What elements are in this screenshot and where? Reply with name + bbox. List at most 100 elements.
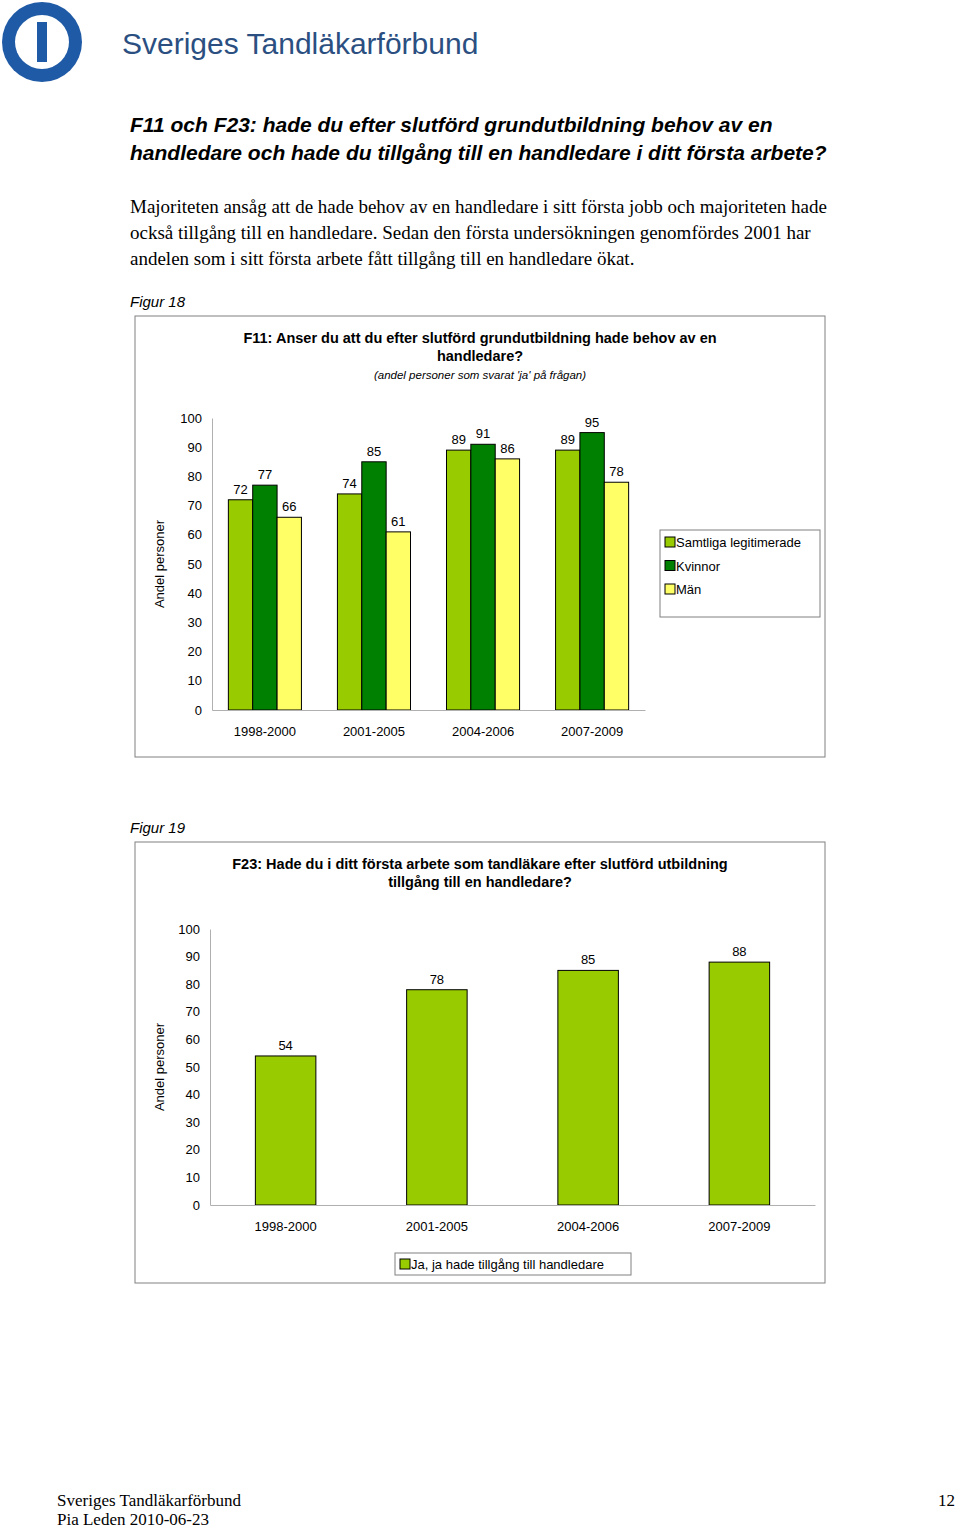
y-tick-label: 50: [186, 1060, 200, 1075]
y-tick: 100: [178, 922, 210, 937]
x-tick: 1998-2000: [234, 710, 296, 739]
x-tick: 2004-2006: [557, 1205, 619, 1234]
logo-inner: [15, 15, 69, 69]
footer-author: Pia Leden 2010-06-23: [57, 1510, 209, 1527]
y-axis: 0 10 20 30 40 50 60 70 80 90 100: [180, 411, 212, 718]
legend-label: Kvinnor: [676, 559, 721, 574]
logo-mark: [37, 22, 47, 62]
data-labels: 54788588: [278, 944, 746, 1053]
y-tick-label: 80: [188, 469, 202, 484]
y-tick-label: 0: [195, 703, 202, 718]
bar: [580, 433, 604, 710]
bar: [407, 990, 468, 1205]
legend-swatch: [665, 584, 675, 594]
data-label: 54: [278, 1038, 292, 1053]
y-tick-label: 90: [188, 440, 202, 455]
paragraph: också tillgång till en handledare. Sedan…: [130, 222, 811, 243]
x-tick: 2001-2005: [406, 1205, 468, 1234]
data-label: 77: [258, 467, 272, 482]
x-axis: 1998-2000 2001-2005 2004-2006 2007-2009: [213, 710, 646, 739]
y-tick-label: 30: [188, 615, 202, 630]
bar: [556, 450, 580, 710]
x-tick-label: 2001-2005: [406, 1219, 468, 1234]
bar: [386, 532, 410, 710]
x-tick: 2007-2009: [561, 710, 623, 739]
bars: [228, 433, 628, 710]
page-number: 12: [938, 1491, 955, 1510]
y-tick-label: 40: [186, 1087, 200, 1102]
y-tick: 80: [186, 977, 210, 992]
y-tick-label: 80: [186, 977, 200, 992]
legend-swatch: [400, 1259, 410, 1269]
data-label: 89: [451, 432, 465, 447]
bar: [228, 500, 252, 710]
chart-title: F23: Hade du i ditt första arbete som ta…: [232, 856, 727, 890]
y-tick: 10: [188, 673, 212, 688]
y-tick-label: 100: [178, 922, 200, 937]
data-labels: 727489897785919566618678: [233, 415, 623, 529]
y-axis-title: Andel personer: [152, 519, 167, 608]
x-axis-line: [213, 710, 646, 711]
y-tick: 50: [186, 1060, 210, 1075]
bar: [362, 462, 386, 710]
heading: handledare och hade du tillgång till en …: [130, 141, 827, 164]
y-tick-label: 60: [188, 527, 202, 542]
data-label: 95: [585, 415, 599, 430]
y-tick-label: 20: [186, 1142, 200, 1157]
x-tick: 2001-2005: [343, 710, 405, 739]
legend: Samtliga legitimerade Kvinnor Män: [660, 530, 820, 617]
legend-label: Samtliga legitimerade: [676, 535, 801, 550]
y-tick: 40: [186, 1087, 210, 1102]
y-tick: 30: [186, 1115, 210, 1130]
y-tick-label: 40: [188, 586, 202, 601]
heading: F11 och F23: hade du efter slutförd grun…: [130, 113, 772, 136]
y-tick: 70: [188, 498, 212, 513]
legend-box: [395, 1253, 631, 1275]
y-tick: 60: [186, 1032, 210, 1047]
bar: [709, 962, 770, 1205]
bar: [558, 970, 619, 1205]
chart-title: F11: Anser du att du efter slutförd grun…: [243, 330, 716, 364]
y-tick-label: 10: [186, 1170, 200, 1185]
x-tick-label: 2007-2009: [708, 1219, 770, 1234]
y-tick: 50: [188, 557, 212, 572]
data-label: 88: [732, 944, 746, 959]
y-tick-label: 90: [186, 949, 200, 964]
y-tick: 40: [188, 586, 212, 601]
x-tick-label: 2001-2005: [343, 724, 405, 739]
y-tick-label: 60: [186, 1032, 200, 1047]
logo-circle: [2, 2, 82, 82]
page: Sveriges Tandläkarförbund F11 och F23: ha…: [0, 0, 960, 1527]
y-axis: 0102030405060708090100: [178, 922, 210, 1213]
x-tick-label: 1998-2000: [255, 1219, 317, 1234]
x-tick: 2007-2009: [708, 1205, 770, 1234]
y-tick: 10: [186, 1170, 210, 1185]
paragraph: andelen som i sitt första arbete fått ti…: [130, 248, 634, 269]
x-tick-label: 2007-2009: [561, 724, 623, 739]
y-tick: 30: [188, 615, 212, 630]
bar: [255, 1056, 316, 1205]
chart: F11: Anser du att du efter slutförd grun…: [135, 316, 825, 757]
figure-caption: Figur 18: [130, 293, 186, 310]
header-title: Sveriges Tandläkarförbund: [122, 27, 478, 60]
y-tick: 0: [193, 1198, 210, 1213]
x-tick-label: 2004-2006: [557, 1219, 619, 1234]
y-tick: 80: [188, 469, 212, 484]
bar: [446, 450, 470, 710]
chart: F23: Hade du i ditt första arbete som ta…: [135, 842, 825, 1283]
data-label: 91: [476, 426, 490, 441]
x-axis: 1998-2000 2001-2005 2004-2006 2007-2009: [211, 1205, 816, 1234]
x-tick-label: 2004-2006: [452, 724, 514, 739]
y-tick-label: 50: [188, 557, 202, 572]
legend-label: Män: [676, 582, 701, 597]
bars: [255, 962, 769, 1205]
chart-subtitle: (andel personer som svarat 'ja' på fråga…: [374, 369, 586, 381]
y-tick-label: 30: [186, 1115, 200, 1130]
y-tick-label: 20: [188, 644, 202, 659]
data-label: 72: [233, 482, 247, 497]
y-tick-label: 100: [180, 411, 202, 426]
data-label: 66: [282, 499, 296, 514]
x-tick-label: 1998-2000: [234, 724, 296, 739]
y-tick: 20: [186, 1142, 210, 1157]
bar: [337, 494, 361, 710]
